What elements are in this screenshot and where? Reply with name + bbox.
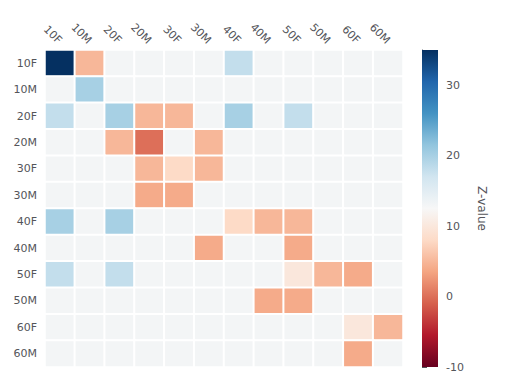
svg-text:20M: 20M — [128, 21, 154, 47]
svg-text:-10: -10 — [446, 361, 464, 374]
svg-text:30F: 30F — [17, 162, 37, 175]
svg-text:50F: 50F — [280, 23, 304, 47]
svg-text:50F: 50F — [17, 268, 37, 281]
svg-text:0: 0 — [446, 290, 453, 303]
svg-text:40F: 40F — [17, 215, 37, 228]
svg-text:50M: 50M — [307, 21, 333, 47]
svg-text:10M: 10M — [14, 83, 38, 96]
svg-text:Z-value: Z-value — [475, 186, 489, 231]
svg-text:30F: 30F — [160, 23, 184, 47]
svg-text:30M: 30M — [188, 21, 214, 47]
svg-text:60M: 60M — [14, 347, 38, 360]
svg-text:20: 20 — [446, 149, 460, 162]
svg-text:10: 10 — [446, 220, 460, 233]
svg-text:10F: 10F — [41, 23, 65, 47]
svg-text:40M: 40M — [14, 242, 38, 255]
svg-text:60F: 60F — [339, 23, 363, 47]
svg-text:20F: 20F — [101, 23, 125, 47]
svg-text:40F: 40F — [220, 23, 244, 47]
svg-text:20M: 20M — [14, 136, 38, 149]
svg-text:60F: 60F — [17, 321, 37, 334]
svg-text:30M: 30M — [14, 189, 38, 202]
svg-text:20F: 20F — [17, 110, 37, 123]
svg-text:10F: 10F — [17, 57, 37, 70]
svg-text:40M: 40M — [248, 21, 274, 47]
svg-text:60M: 60M — [367, 21, 393, 47]
svg-text:30: 30 — [446, 79, 460, 92]
svg-text:10M: 10M — [69, 21, 95, 47]
svg-text:50M: 50M — [14, 294, 38, 307]
